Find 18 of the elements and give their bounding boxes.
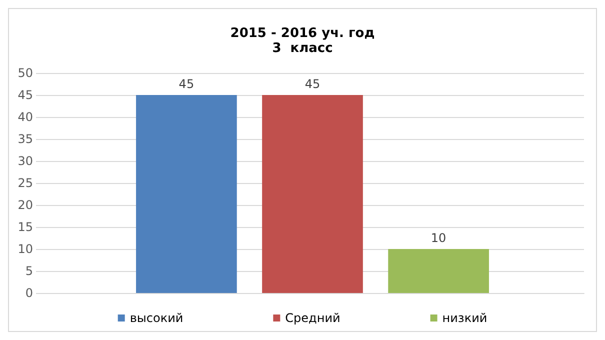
y-tick-label: 25 <box>18 176 33 190</box>
legend-label: низкий <box>442 311 488 325</box>
y-tick-label: 30 <box>18 154 33 168</box>
data-label: 45 <box>178 77 194 91</box>
y-tick-label: 50 <box>18 66 33 80</box>
y-tick-label: 10 <box>18 242 33 256</box>
y-tick-label: 40 <box>18 110 33 124</box>
y-tick-label: 15 <box>18 220 33 234</box>
chart-title: 2015 - 2016 уч. год 3 класс <box>230 26 375 56</box>
y-tick-label: 20 <box>18 198 33 212</box>
y-tick-label: 45 <box>18 88 33 102</box>
y-tick-label: 5 <box>25 264 33 278</box>
data-label: 45 <box>304 77 320 91</box>
legend-label: высокий <box>130 311 184 325</box>
legend-label: Средний <box>285 311 340 325</box>
data-label: 10 <box>430 231 446 245</box>
y-tick-label: 0 <box>25 286 33 300</box>
y-tick-label: 35 <box>18 132 33 146</box>
